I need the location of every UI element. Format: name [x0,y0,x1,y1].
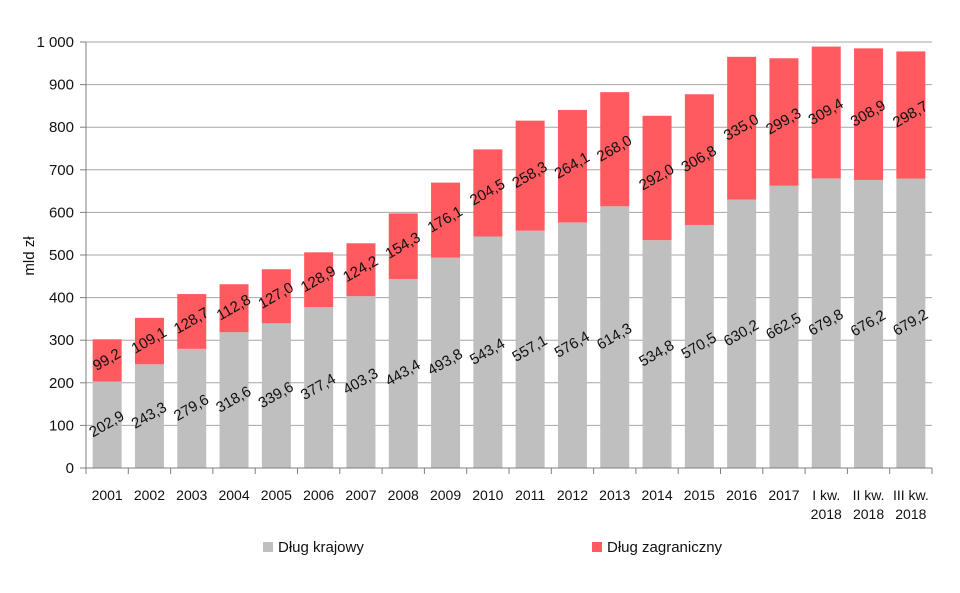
bar-foreign [854,48,884,180]
y-tick-label: 100 [49,417,74,434]
bar-domestic [431,257,461,468]
legend: Dług krajowy Dług zagraniczny [263,539,723,556]
y-tick-label: 400 [49,290,74,307]
y-tick-label: 900 [49,77,74,94]
x-category-label: 2006 [303,487,334,503]
bar-domestic [473,236,503,468]
bar-foreign [811,46,841,179]
x-category-label: 2017 [768,487,799,503]
x-category-label: III kw. [893,487,929,503]
bar-foreign [346,243,376,297]
x-category-label: 2009 [430,487,461,503]
bar-domestic [642,240,672,468]
bar-domestic [600,206,630,468]
y-tick-label: 300 [49,332,74,349]
x-category-label: 2012 [557,487,588,503]
bar-domestic [92,381,122,468]
x-category-label: 2018 [895,506,926,522]
bar-domestic [896,178,926,468]
x-category-label: 2010 [472,487,503,503]
bar-foreign [134,317,164,365]
bar-foreign [219,284,249,333]
bar-domestic [134,364,164,468]
axes: 0 100 200 300 400 500 600 700 800 900 1 000 2001 200… [36,34,933,522]
y-tick-label: 700 [49,162,74,179]
x-category-label: 2013 [599,487,630,503]
x-category-label: 2002 [134,487,165,503]
bar-foreign [684,94,714,225]
x-category-label: 2003 [176,487,207,503]
bar-foreign [896,51,926,179]
y-axis-title: mld zł [21,236,38,276]
bar-foreign [727,56,757,200]
bar-domestic [727,199,757,469]
bar-foreign [304,252,334,308]
x-category-label: 2001 [92,487,123,503]
bar-foreign [600,92,630,207]
bar-foreign [431,182,461,258]
bar-domestic [769,185,799,468]
bars [92,46,926,469]
legend-label-foreign: Dług zagraniczny [607,539,723,556]
bar-domestic [515,230,545,468]
bar-foreign [92,339,122,382]
bar-foreign [515,120,545,231]
legend-label-domestic: Dług krajowy [278,539,364,556]
y-tick-label: 1 000 [36,34,74,51]
x-category-label: 2018 [853,506,884,522]
bar-domestic [854,179,884,469]
bar-domestic [811,178,841,468]
x-category-label: 2011 [515,487,545,503]
y-tick-label: 200 [49,375,74,392]
x-category-label: II kw. [853,487,885,503]
bar-foreign [177,294,207,349]
bar-domestic [304,307,334,468]
x-category-label: 2015 [684,487,715,503]
bar-domestic [346,296,376,468]
x-category-label: 2014 [641,487,672,503]
bar-foreign [557,109,587,223]
legend-swatch-foreign [592,542,602,552]
x-category-label: 2016 [726,487,757,503]
legend-swatch-domestic [263,542,273,552]
bar-domestic [177,348,207,468]
x-category-label: 2008 [388,487,419,503]
y-tick-label: 500 [49,247,74,264]
x-category-label: 2007 [345,487,376,503]
bar-domestic [557,222,587,468]
bar-foreign [473,149,503,237]
y-tick-label: 800 [49,119,74,136]
bar-foreign [388,213,418,280]
bar-foreign [642,115,672,241]
bar-foreign [769,58,799,186]
y-tick-label: 0 [66,460,74,477]
bar-domestic [219,332,249,468]
y-tick-label: 600 [49,204,74,221]
bar-domestic [684,224,714,468]
x-category-label: 2018 [811,506,842,522]
data-labels: 202,999,2243,3109,1279,6128,7318,6112,83… [86,95,931,441]
bar-domestic [261,323,291,468]
bar-domestic [388,279,418,468]
bar-foreign [261,269,291,324]
gridlines [86,41,932,426]
x-category-label: 2004 [218,487,249,503]
x-category-label: 2005 [261,487,292,503]
x-category-label: I kw. [812,487,840,503]
